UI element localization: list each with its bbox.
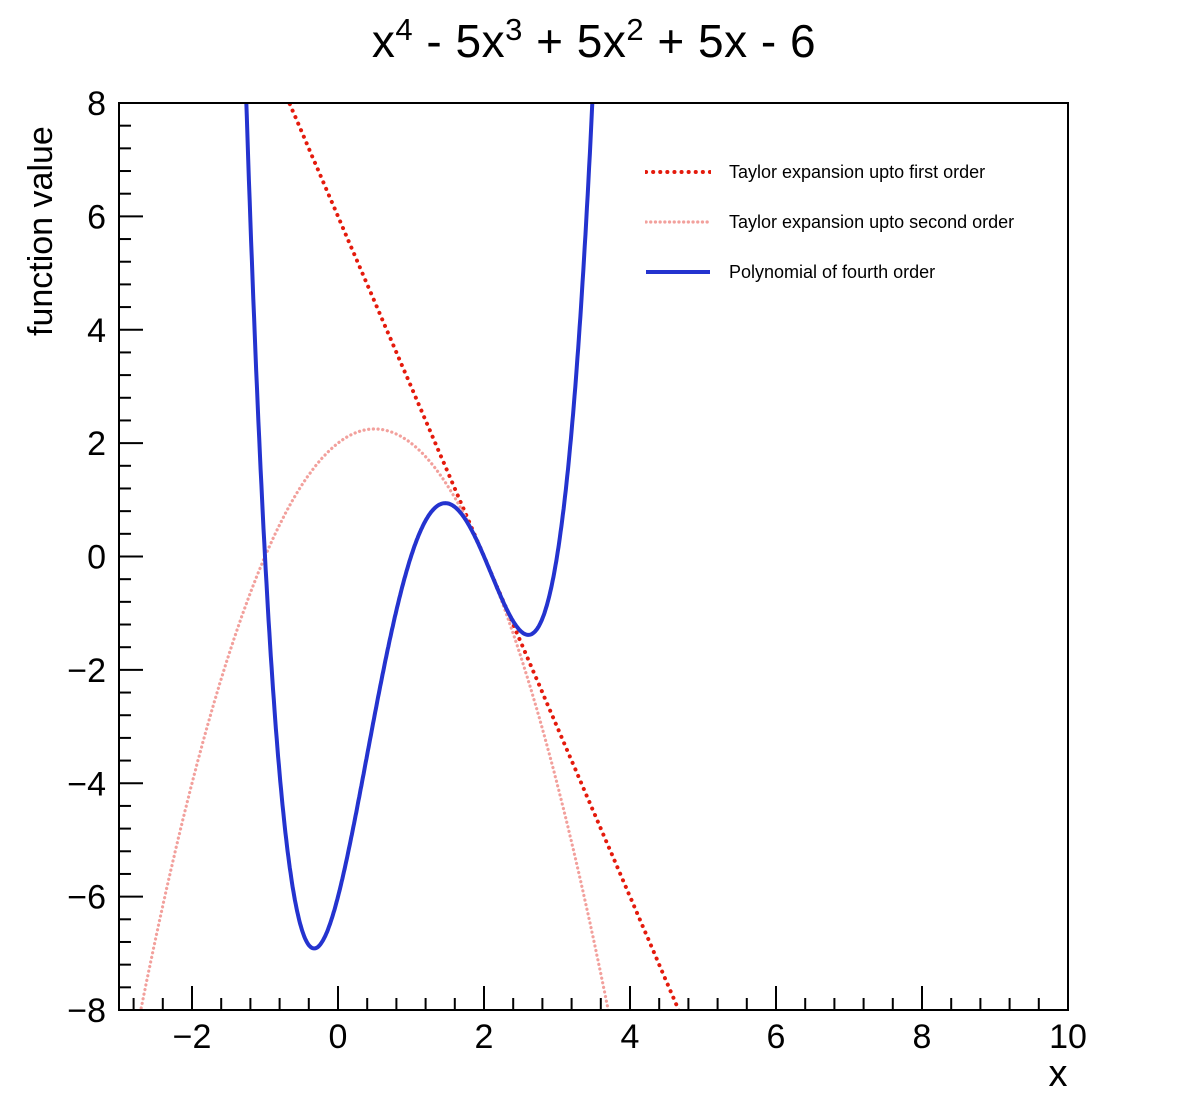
legend-line-sample <box>645 170 711 174</box>
tick-labels-layer: −2 0 2 4 6 8 10 −8 −6 −4 −2 0 2 4 6 8 <box>67 85 1087 1056</box>
title-text: - 5x <box>413 15 506 67</box>
legend-item: Taylor expansion upto second order <box>645 197 1014 247</box>
legend-line-sample <box>646 270 710 274</box>
title-superscript: 3 <box>505 12 523 47</box>
y-tick-label: −4 <box>67 765 106 803</box>
legend: Taylor expansion upto first order Taylor … <box>645 147 1014 297</box>
y-tick-label: −6 <box>67 879 106 917</box>
y-tick-label: 6 <box>87 198 106 236</box>
chart-title: x4 - 5x3 + 5x2 + 5x - 6 <box>0 12 1188 68</box>
x-tick-label: 10 <box>1049 1018 1087 1056</box>
y-tick-label: 2 <box>87 425 106 463</box>
title-superscript: 2 <box>626 12 645 47</box>
y-tick-label: 8 <box>87 85 106 123</box>
x-tick-label: 6 <box>767 1018 786 1056</box>
legend-item: Taylor expansion upto first order <box>645 147 1014 197</box>
curves-layer <box>139 103 681 1010</box>
curve-1 <box>139 427 610 1010</box>
legend-item-label: Polynomial of fourth order <box>729 261 936 282</box>
y-tick-label: 4 <box>87 312 106 350</box>
title-superscript: 4 <box>395 12 414 47</box>
x-tick-label: −2 <box>173 1018 212 1056</box>
legend-line-sample <box>645 220 711 224</box>
x-axis-title: x <box>1049 1053 1068 1095</box>
x-tick-label: 2 <box>475 1018 494 1056</box>
legend-item-label: Taylor expansion upto second order <box>729 211 1015 232</box>
y-tick-label: −8 <box>67 992 106 1030</box>
legend-item-label: Taylor expansion upto first order <box>729 161 986 182</box>
x-tick-label: 0 <box>329 1018 348 1056</box>
y-tick-label: 0 <box>87 539 106 577</box>
x-tick-label: 8 <box>913 1018 932 1056</box>
y-axis-title: function value <box>22 126 60 336</box>
x-tick-label: 4 <box>621 1018 640 1056</box>
title-text: x <box>371 15 396 67</box>
curve-2 <box>244 103 595 951</box>
title-text: + 5x <box>522 15 627 67</box>
legend-item: Polynomial of fourth order <box>645 247 1014 297</box>
ticks-layer <box>119 102 1069 1011</box>
title-text: + 5x - 6 <box>644 15 817 67</box>
y-tick-label: −2 <box>67 652 106 690</box>
